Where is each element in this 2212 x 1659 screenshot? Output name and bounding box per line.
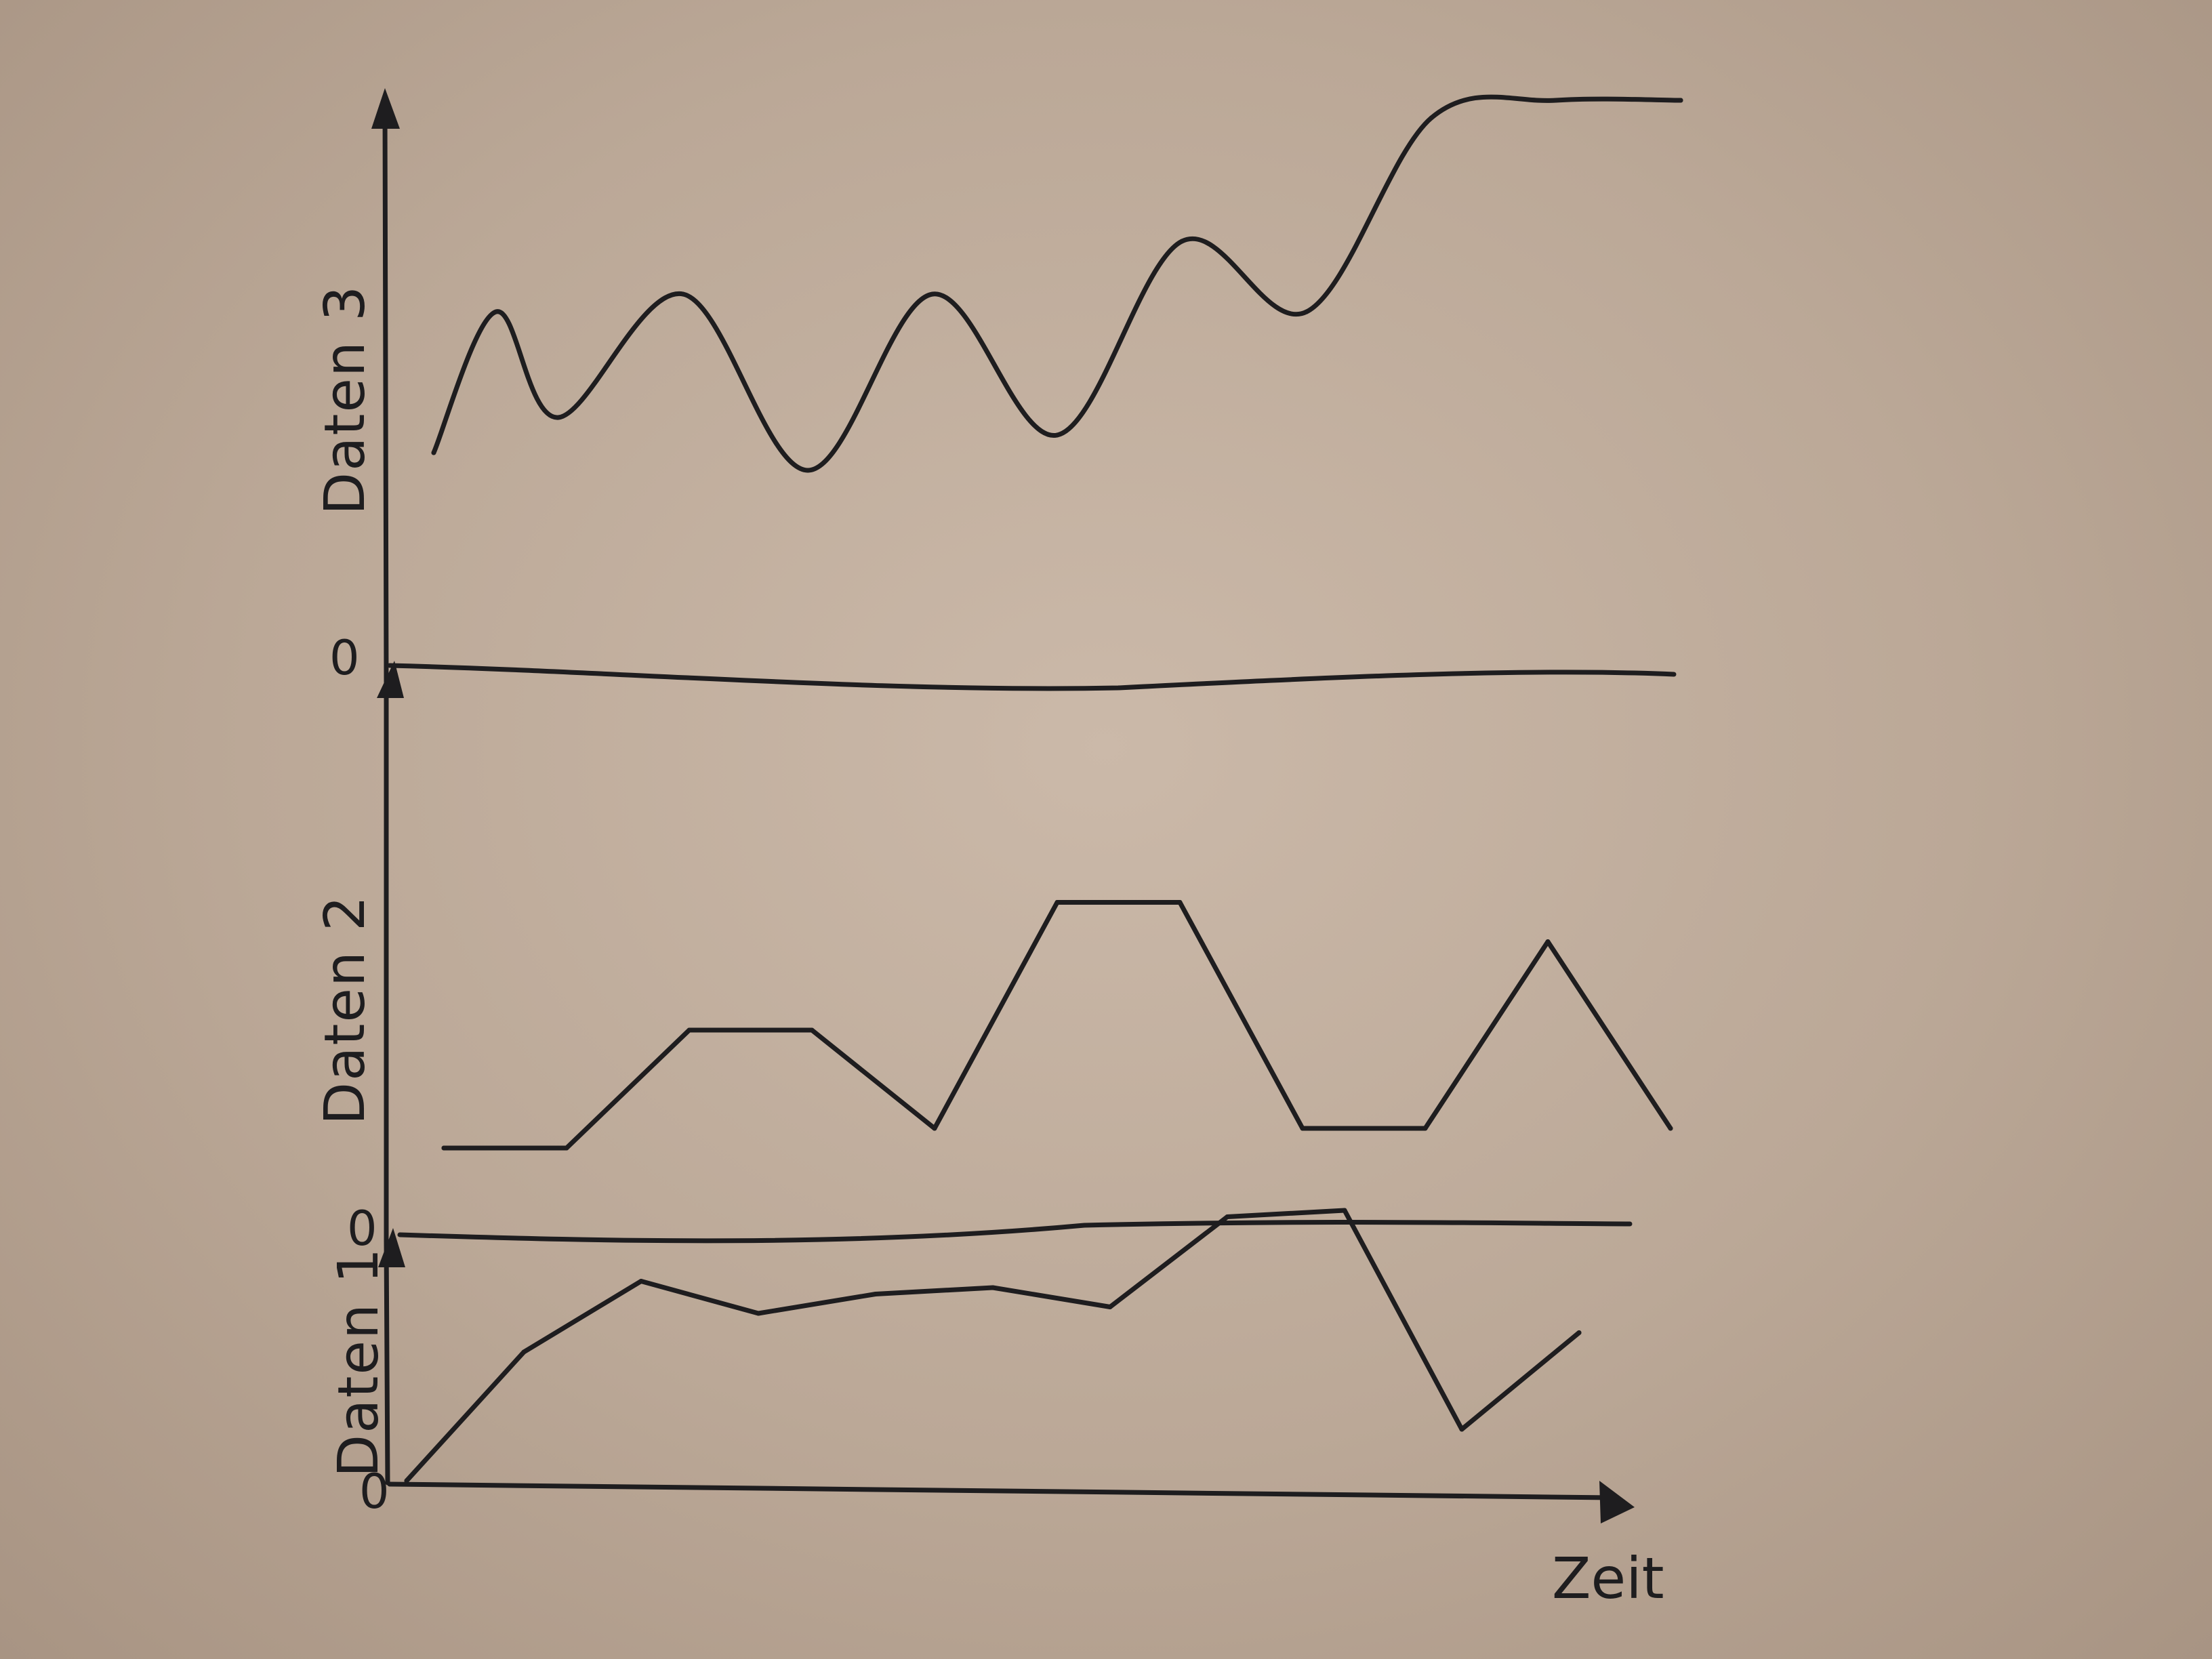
series-point-daten2-5: [1054, 900, 1060, 905]
series-point-daten2-3: [809, 1027, 815, 1033]
series-point-daten2-4: [932, 1126, 937, 1131]
series-point-daten3-0: [431, 450, 436, 455]
series-point-daten2-1: [564, 1145, 569, 1151]
series-point-daten1-1: [521, 1349, 527, 1355]
series-point-daten1-9: [1459, 1427, 1465, 1432]
y-axis-arrow-low: [378, 1228, 405, 1267]
ylabel-daten2: Daten 2: [313, 894, 377, 1125]
series-point-daten1-4: [873, 1292, 878, 1296]
series-point-daten3-1: [493, 309, 499, 314]
series-point-daten3-7: [1179, 239, 1185, 244]
zero-label-daten3: 0: [329, 630, 360, 686]
series-point-daten1-0: [404, 1478, 409, 1483]
baseline-daten3: [387, 663, 1677, 691]
series-point-daten1-7: [1225, 1214, 1230, 1219]
series-line-daten2: [441, 900, 1673, 1151]
series-point-daten2-6: [1177, 900, 1183, 905]
y-axis: [382, 99, 390, 1486]
ylabel-daten3: Daten 3: [313, 284, 377, 515]
series-point-daten3-11: [1678, 98, 1683, 103]
series-point-daten1-8: [1342, 1208, 1347, 1213]
series-point-daten3-4: [805, 468, 811, 473]
series-point-daten1-10: [1576, 1330, 1582, 1335]
zero-label-daten1: 0: [359, 1464, 390, 1519]
baseline-daten2: [397, 1220, 1633, 1244]
series-point-daten1-3: [756, 1311, 761, 1316]
ylabel-daten1: Daten 1: [327, 1246, 391, 1477]
series-point-daten3-9: [1429, 115, 1434, 121]
series-point-daten3-6: [1054, 432, 1060, 438]
series-point-daten1-5: [990, 1285, 996, 1290]
series-point-daten2-9: [1545, 939, 1551, 944]
xlabel-zeit: Zeit: [1552, 1545, 1664, 1612]
x-axis-zeit: [387, 1481, 1616, 1500]
series-point-daten2-0: [441, 1145, 447, 1151]
series-point-daten1-6: [1107, 1305, 1113, 1309]
series-point-daten3-3: [680, 291, 686, 297]
zero-label-daten2: 0: [347, 1201, 377, 1256]
y-axis-arrow-mid: [377, 661, 404, 698]
series-point-daten2-7: [1300, 1126, 1305, 1131]
series-line-daten1: [404, 1208, 1582, 1483]
x-axis-arrow: [1599, 1481, 1635, 1523]
series-point-daten3-2: [556, 415, 561, 420]
series-point-daten3-10: [1553, 98, 1559, 103]
series-point-daten1-2: [638, 1279, 644, 1284]
y-axis-arrow-top: [371, 88, 400, 129]
series-point-daten2-10: [1668, 1126, 1673, 1131]
series-point-daten2-2: [687, 1027, 692, 1033]
series-point-daten3-5: [930, 291, 935, 297]
series-line-daten3: [431, 94, 1683, 473]
series-point-daten3-8: [1304, 309, 1309, 314]
series-point-daten2-8: [1422, 1126, 1428, 1131]
